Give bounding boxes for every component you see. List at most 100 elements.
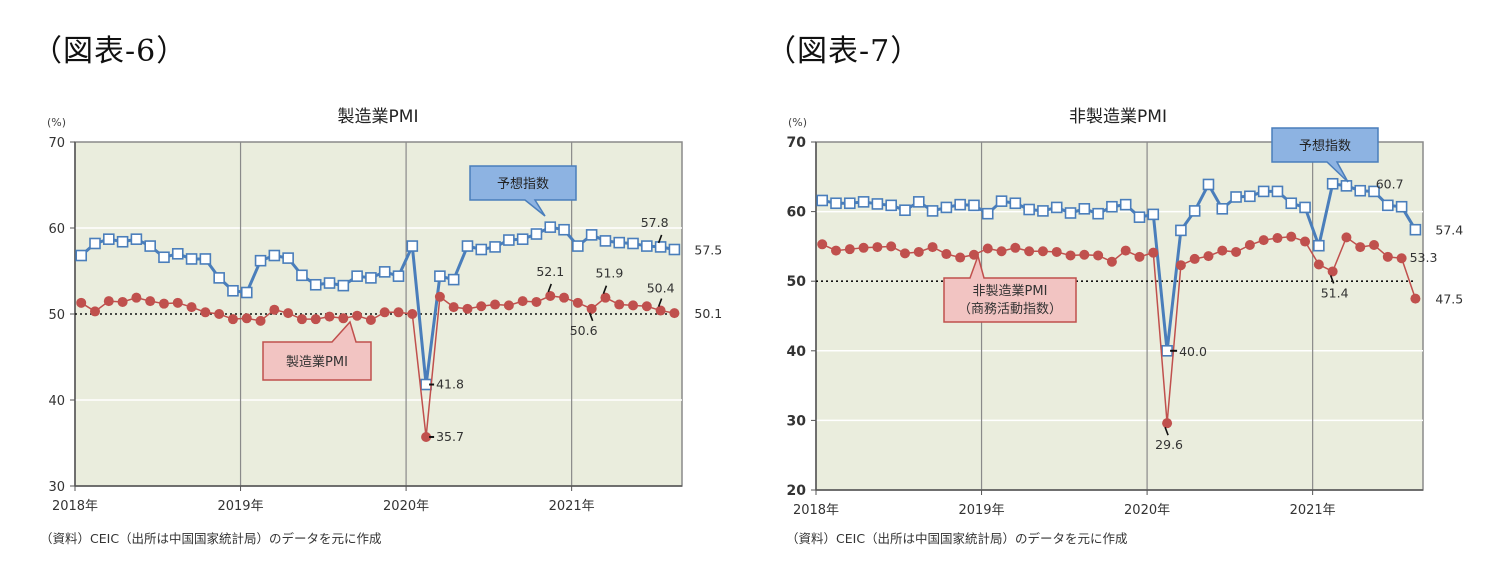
y-tick-label: 30 [787, 413, 807, 429]
y-tick-label: 40 [48, 394, 65, 409]
data-point-circle [214, 309, 225, 319]
data-point-circle [434, 291, 445, 302]
data-point-circle [844, 244, 855, 255]
data-point-square [830, 197, 842, 210]
data-point-square [213, 272, 225, 284]
manufacturing-pmi-chart: 製造業PMI (%) 30 40 50 60 70 2018年 2019年 2020年 2021年 4… [0, 0, 740, 588]
data-point-square [954, 198, 966, 211]
data-point-circle [1037, 246, 1048, 257]
data-point-square [516, 233, 529, 245]
callout-text: 予想指数 [1299, 138, 1351, 154]
data-label: 51.4 [1321, 285, 1349, 300]
data-point-circle [955, 252, 966, 263]
data-point-circle [227, 314, 238, 325]
data-point-square [1050, 201, 1063, 214]
data-label: 50.6 [570, 323, 598, 338]
data-point-circle [1189, 253, 1200, 264]
data-point-circle [655, 305, 666, 316]
x-tick-label: 2020年 [1124, 503, 1170, 518]
data-point-circle [241, 313, 252, 324]
data-point-square [1106, 200, 1118, 213]
y-axis-unit: (%) [47, 116, 66, 129]
data-point-square [1409, 223, 1422, 236]
data-point-circle [531, 296, 542, 307]
data-point-square [365, 272, 377, 284]
data-point-square [1395, 200, 1408, 213]
data-point-circle [186, 302, 197, 313]
data-point-square [1340, 180, 1353, 192]
data-point-circle [858, 242, 869, 253]
x-tick-label: 2018年 [52, 499, 98, 514]
data-point-square [1244, 190, 1256, 203]
y-axis-unit: (%) [788, 116, 807, 129]
data-point-square [1133, 211, 1146, 223]
data-point-square [585, 229, 598, 241]
data-point-square [926, 205, 939, 217]
data-point-circle [1203, 251, 1214, 262]
x-tick-label: 2019年 [958, 503, 1004, 518]
data-point-circle [1327, 266, 1338, 277]
data-point-square [995, 195, 1008, 207]
data-point-circle [1162, 418, 1173, 429]
data-point-circle [1148, 247, 1159, 258]
data-point-square [912, 196, 925, 208]
data-point-circle [283, 308, 294, 319]
data-point-square [254, 254, 267, 267]
data-point-square [296, 269, 308, 282]
data-label: 40.0 [1179, 344, 1207, 359]
data-point-square [171, 248, 184, 260]
data-point-circle [899, 248, 910, 259]
y-tick-label: 60 [48, 222, 65, 237]
data-label: 51.9 [596, 266, 624, 281]
data-point-circle [90, 306, 101, 317]
data-point-square [816, 194, 829, 207]
data-point-circle [872, 242, 883, 253]
data-point-square [489, 241, 501, 253]
data-point-square [89, 237, 101, 250]
data-point-circle [462, 303, 473, 314]
expectation-index-callout [1271, 127, 1379, 183]
data-point-circle [145, 296, 156, 307]
callout-text: 予想指数 [497, 176, 549, 192]
data-label: 53.3 [1410, 250, 1438, 265]
data-point-circle [941, 249, 952, 260]
data-point-circle [982, 243, 993, 254]
data-point-circle [1024, 246, 1035, 257]
data-point-circle [255, 315, 266, 326]
data-point-square [981, 207, 994, 220]
y-tick-label: 40 [787, 344, 807, 360]
data-point-circle [490, 299, 501, 310]
data-point-circle [1244, 240, 1255, 251]
y-tick-label: 50 [787, 274, 807, 290]
data-point-square [1271, 185, 1284, 198]
data-point-square [572, 240, 584, 252]
plot-area [815, 141, 1424, 491]
x-tick-label: 2020年 [383, 499, 429, 514]
data-point-circle [1355, 242, 1366, 253]
data-point-circle [913, 246, 924, 257]
data-point-square [1368, 185, 1380, 198]
data-label: 35.7 [436, 429, 464, 444]
data-point-square [461, 240, 474, 252]
data-point-square [406, 240, 419, 252]
data-point-circle [817, 239, 828, 250]
data-label: 52.1 [536, 264, 564, 279]
data-point-circle [76, 297, 87, 308]
data-point-square [1023, 203, 1035, 216]
x-tick-label: 2021年 [549, 499, 595, 514]
data-point-circle [1065, 250, 1076, 261]
manufacturing-pmi-plot: 製造業PMI (%) 30 40 50 60 70 2018年 2019年 2020年 2021年 4… [47, 107, 722, 514]
data-point-square [240, 286, 253, 299]
data-point-circle [407, 309, 418, 319]
chart-title: 非製造業PMI [1069, 107, 1167, 127]
data-point-circle [831, 245, 842, 256]
data-point-circle [886, 241, 897, 252]
data-point-circle [1079, 249, 1090, 260]
callout-text: （商務活動指数） [958, 302, 1062, 317]
data-point-circle [1341, 232, 1352, 243]
data-point-square [599, 235, 612, 247]
data-point-circle [103, 296, 114, 307]
data-point-square [654, 241, 667, 253]
data-label: 57.8 [641, 215, 669, 230]
x-tick-label: 2021年 [1290, 503, 1336, 518]
